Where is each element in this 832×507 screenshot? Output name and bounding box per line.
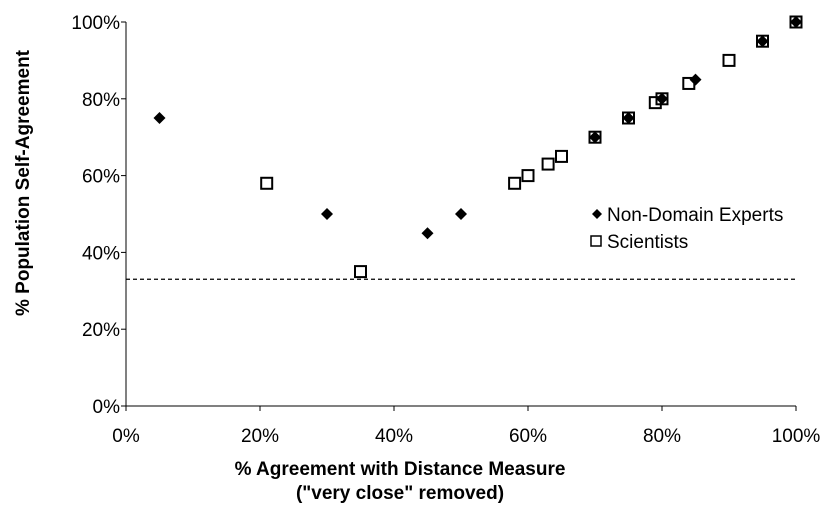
point-scientists [588,130,602,144]
x-tick-label: 40% [375,426,413,447]
x-axis-title-line-1: % Agreement with Distance Measure [235,459,566,480]
y-tick-label: 60% [82,167,120,188]
point-non-domain-experts [321,208,333,220]
x-ticks: 0% 20% 40% 60% 80% 100% [112,406,820,447]
point-scientists [655,92,669,106]
legend-marker-scientists [590,235,602,247]
legend: Non-Domain Experts Scientists [590,205,783,253]
x-tick-label: 100% [772,426,821,447]
x-tick-label: 0% [112,426,140,447]
point-scientists [648,96,662,110]
point-scientists [756,34,769,48]
data-points [153,15,803,279]
y-tick-label: 20% [82,320,120,341]
point-non-domain-experts [790,16,802,28]
point-non-domain-experts [656,92,668,105]
axes [125,22,796,407]
x-tick-label: 80% [643,426,681,447]
point-scientists [789,15,803,29]
point-scientists [722,53,736,67]
y-tick-label: 40% [82,243,120,264]
y-ticks: 0% 20% 40% 60% 80% 100% [71,13,126,418]
point-scientists [354,265,367,279]
point-scientists [682,76,696,90]
point-scientists [521,169,535,183]
point-scientists [541,157,555,171]
y-axis-title: % Population Self-Agreement [13,49,34,316]
legend-marker-non-domain-experts [592,209,602,219]
point-scientists [555,149,568,163]
point-scientists [508,176,522,190]
point-non-domain-experts [421,227,434,240]
point-scientists [260,176,274,190]
legend-label-non-domain-experts: Non-Domain Experts [607,205,783,226]
x-axis-title-line-2: ("very close" removed) [296,483,504,504]
point-non-domain-experts [689,73,702,86]
point-non-domain-experts [756,35,769,48]
point-non-domain-experts [455,208,467,220]
x-tick-label: 60% [509,426,547,447]
point-non-domain-experts [153,112,166,124]
point-scientists [622,111,635,125]
y-tick-label: 0% [93,397,121,418]
y-tick-label: 100% [71,13,120,34]
point-non-domain-experts [589,131,601,144]
legend-label-scientists: Scientists [607,232,688,253]
y-tick-label: 80% [82,90,120,111]
point-non-domain-experts [622,112,635,124]
x-tick-label: 20% [241,426,279,447]
